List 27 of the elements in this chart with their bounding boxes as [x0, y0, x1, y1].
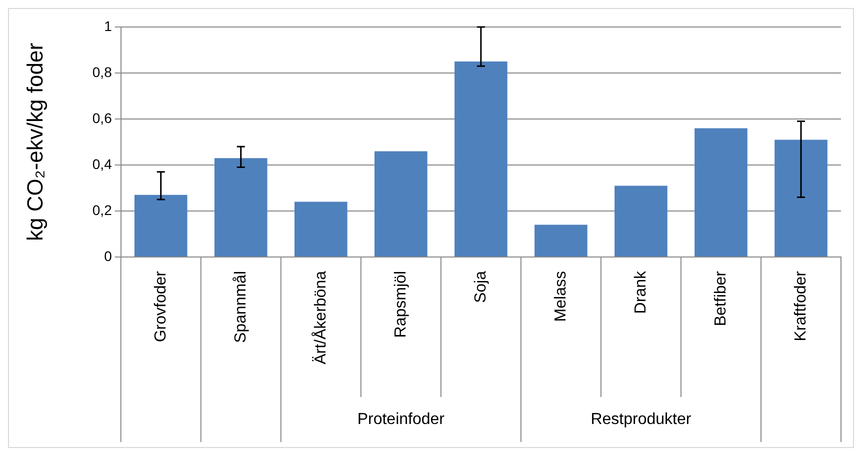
y-axis-title: kg CO₂-ekv/kg foder — [22, 42, 48, 242]
x-tick-label: Soja — [472, 270, 490, 304]
x-tick-label: Grovfoder — [152, 270, 170, 342]
bar — [694, 128, 748, 256]
text: Restprodukter — [590, 410, 692, 428]
y-tick-label: 1 — [104, 18, 112, 34]
bar — [774, 140, 828, 256]
bar — [134, 194, 188, 256]
y-tick-label: 0,4 — [92, 156, 112, 172]
y-tick-label: 0,8 — [92, 64, 112, 80]
bar — [454, 62, 508, 256]
y-tick-label: 0,2 — [92, 202, 112, 218]
x-tick-label: Betfiber — [712, 270, 730, 326]
x-tick-label: Spannmål — [232, 271, 250, 344]
bar — [374, 151, 428, 256]
y-tick-label: 0,6 — [92, 110, 112, 126]
text: Proteinfoder — [357, 410, 446, 428]
y-tick-label: 0 — [104, 248, 112, 264]
x-tick-label: Drank — [632, 270, 650, 314]
bar — [294, 202, 348, 256]
bar — [614, 186, 668, 256]
x-tick-label: Rapsmjöl — [392, 271, 410, 338]
x-tick-label: Ärt/Åkerböna — [311, 270, 330, 364]
bar — [214, 158, 268, 256]
bar — [534, 224, 588, 256]
x-tick-label: Melass — [552, 271, 570, 322]
x-tick-label: Kraftfoder — [792, 270, 810, 342]
